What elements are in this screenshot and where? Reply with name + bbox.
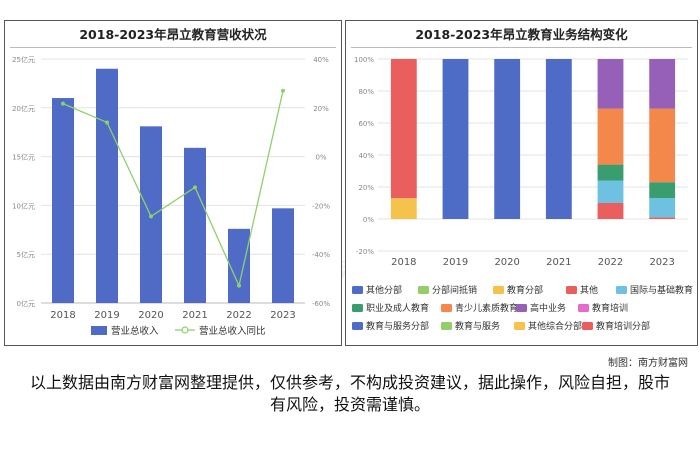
legend-label: 营业总收入	[111, 325, 159, 337]
legend-swatch	[352, 322, 363, 330]
legend-swatch	[578, 304, 589, 312]
stack-segment	[649, 59, 676, 109]
legend-label: 其他综合分部	[528, 320, 582, 332]
legend-swatch	[516, 304, 527, 312]
chart-title: 2018-2023年昂立教育营收状况	[5, 25, 341, 48]
x-tick-label: 2020	[494, 257, 519, 268]
legend-label: 其他分部	[366, 284, 402, 296]
stack-segment	[390, 59, 417, 199]
legend-swatch	[582, 322, 593, 330]
y-tick-label: -20%	[356, 248, 374, 256]
legend-label: 营业总收入同比	[199, 325, 266, 337]
legend-swatch	[616, 286, 627, 294]
structure-chart: -20% 0% 20% 40% 60% 80% 100% 2018 2019 2020 2021 20…	[352, 56, 693, 332]
x-tick-label: 2023	[270, 310, 295, 321]
stack-segment	[390, 198, 417, 219]
revenue-bar	[272, 208, 294, 303]
legend-label: 教育分部	[507, 284, 543, 296]
legend-label: 其他	[580, 284, 598, 296]
x-tick-label: 2021	[182, 310, 207, 321]
stack-segment	[597, 203, 624, 219]
y-left-tick-label: 5亿元	[17, 250, 35, 259]
x-tick-label: 2021	[546, 257, 571, 268]
legend-label: 教育培训分部	[596, 320, 650, 332]
stack-segment	[649, 217, 676, 219]
y-right-tick-label: -40%	[312, 251, 330, 259]
legend-label: 国际与基础教育	[630, 284, 693, 296]
legend-swatch	[493, 286, 504, 294]
legend-swatch	[514, 322, 525, 330]
legend-swatch	[566, 286, 577, 294]
yoy-point	[105, 120, 109, 125]
legend-label: 教育与服务分部	[366, 320, 429, 332]
y-left-tick-label: 10亿元	[12, 201, 35, 210]
stack-segment	[597, 108, 624, 165]
yoy-point	[149, 214, 153, 219]
structure-chart-panel: 2018-2023年昂立教育业务结构变化 -20% 0% 20% 40% 60% 80% 1…	[345, 20, 698, 346]
revenue-chart-panel: 2018-2023年昂立教育营收状况 0亿元 5亿元 10亿元 15亿元 20亿元 25亿…	[4, 20, 342, 346]
y-tick-label: 60%	[358, 120, 374, 128]
y-right-tick-label: 0%	[315, 154, 326, 162]
y-tick-label: 80%	[358, 88, 374, 96]
legend-label: 高中业务	[530, 302, 566, 314]
y-right-tick-label: -20%	[312, 202, 330, 210]
legend-swatch-yoy-marker	[181, 326, 189, 334]
revenue-bar	[52, 98, 74, 303]
stack-segment	[494, 59, 521, 219]
stack-segment	[649, 108, 676, 183]
y-right-tick-label: 40%	[313, 56, 329, 64]
revenue-bar	[184, 147, 206, 303]
x-tick-label: 2022	[226, 310, 251, 321]
y-left-tick-label: 15亿元	[12, 153, 35, 162]
y-tick-label: 100%	[354, 56, 374, 64]
stack-segment	[649, 182, 676, 199]
x-tick-label: 2018	[50, 310, 75, 321]
y-tick-label: 0%	[363, 216, 374, 224]
legend-label: 教育与服务	[455, 320, 500, 332]
y-right-tick-label: 20%	[313, 105, 329, 113]
chart-credit: 制图：南方财富网	[608, 358, 688, 369]
x-tick-label: 2019	[94, 310, 119, 321]
x-tick-label: 2023	[649, 257, 674, 268]
y-right-tick-label: -60%	[312, 300, 330, 308]
y-left-tick-label: 0亿元	[17, 299, 35, 308]
revenue-bar	[228, 228, 250, 303]
y-left-tick-label: 20亿元	[12, 104, 35, 113]
y-tick-label: 20%	[358, 184, 374, 192]
x-tick-label: 2018	[391, 257, 416, 268]
legend-swatch	[352, 286, 363, 294]
yoy-point	[281, 88, 285, 93]
y-left-tick-label: 25亿元	[12, 55, 35, 64]
stack-segment	[597, 164, 624, 181]
legend-label: 职业及成人教育	[366, 302, 429, 314]
stack-segment	[442, 59, 469, 219]
revenue-bar	[96, 68, 118, 303]
yoy-point	[193, 185, 197, 190]
disclaimer-text: 以上数据由南方财富网整理提供，仅供参考，不构成投资建议，据此操作，风险自担，股市…	[30, 373, 671, 414]
x-tick-label: 2020	[138, 310, 163, 321]
legend-swatch	[441, 304, 452, 312]
legend-swatch	[441, 322, 452, 330]
legend-label: 青少儿素质教育	[455, 302, 518, 314]
revenue-chart: 0亿元 5亿元 10亿元 15亿元 20亿元 25亿元 -60% -40% -20% 0% 20% 4…	[12, 55, 330, 337]
yoy-point	[61, 101, 65, 106]
chart-title: 2018-2023年昂立教育业务结构变化	[346, 25, 697, 48]
x-tick-label: 2022	[598, 257, 623, 268]
x-tick-label: 2019	[443, 257, 468, 268]
legend-swatch-revenue	[91, 326, 107, 335]
yoy-point	[237, 283, 241, 288]
y-tick-label: 40%	[358, 152, 374, 160]
legend-swatch	[418, 286, 429, 294]
legend-label: 分部间抵销	[432, 284, 477, 296]
yoy-line	[62, 90, 284, 288]
legend-label: 教育培训	[592, 302, 628, 314]
stack-segment	[597, 180, 624, 203]
stack-segment	[545, 59, 572, 219]
legend-swatch	[352, 304, 363, 312]
stack-segment	[597, 59, 624, 109]
stack-segment	[649, 198, 676, 218]
